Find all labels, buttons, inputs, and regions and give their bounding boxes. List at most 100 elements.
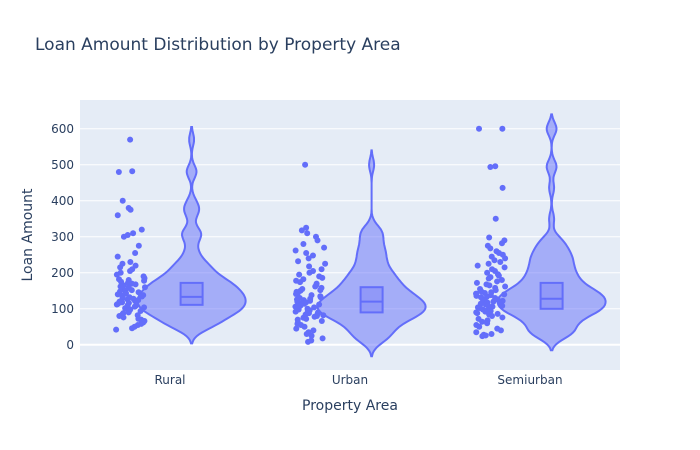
point-urban (301, 323, 308, 330)
point-rural (120, 233, 127, 240)
box-semiurban (539, 281, 564, 310)
point-urban (321, 244, 328, 251)
point-semiurban (486, 282, 493, 289)
point-urban (302, 161, 309, 168)
point-urban (314, 237, 321, 244)
point-semiurban (498, 277, 505, 283)
point-urban (300, 241, 307, 247)
point-urban (305, 255, 312, 262)
point-urban (306, 269, 313, 276)
point-urban (310, 327, 317, 334)
point-urban (317, 294, 324, 301)
point-rural (135, 242, 142, 249)
point-semiurban (492, 215, 499, 222)
y-axis-title: Loan Amount (20, 188, 36, 282)
point-rural (128, 287, 135, 294)
point-semiurban (491, 257, 498, 264)
point-urban (298, 227, 305, 234)
point-semiurban (501, 291, 508, 298)
point-semiurban (474, 310, 481, 317)
violin-urban (316, 149, 427, 358)
point-rural (114, 291, 121, 298)
point-semiurban (501, 264, 508, 271)
point-rural (125, 309, 132, 316)
point-semiurban (476, 323, 483, 330)
point-rural (138, 226, 145, 233)
chart-title: Loan Amount Distribution by Property Are… (35, 35, 401, 55)
point-rural (132, 281, 139, 288)
point-urban (309, 252, 316, 259)
point-rural (127, 268, 134, 274)
point-semiurban (492, 163, 499, 170)
point-semiurban (497, 259, 504, 265)
point-rural (137, 307, 144, 314)
point-urban (320, 312, 327, 319)
box-urban (359, 286, 384, 314)
point-semiurban (502, 283, 509, 290)
point-rural (120, 314, 127, 321)
point-semiurban (486, 234, 493, 241)
point-rural (135, 289, 142, 296)
point-semiurban (485, 275, 492, 282)
point-urban (295, 258, 302, 265)
point-semiurban (476, 125, 483, 132)
point-semiurban (499, 302, 506, 309)
point-semiurban (499, 314, 506, 321)
point-rural (113, 301, 120, 308)
point-urban (292, 308, 299, 315)
point-rural (127, 206, 134, 213)
point-rural (115, 169, 122, 175)
point-rural (129, 168, 136, 175)
point-urban (296, 271, 303, 278)
point-urban (316, 301, 323, 308)
point-semiurban (485, 260, 492, 267)
point-urban (293, 291, 300, 298)
y-tick-label: 600 (51, 122, 74, 136)
point-urban (303, 331, 310, 337)
point-semiurban (495, 272, 502, 279)
point-semiurban (479, 318, 486, 325)
y-tick-label: 200 (51, 266, 74, 280)
point-urban (304, 230, 311, 237)
point-urban (303, 250, 310, 256)
x-tick-label: Semiurban (497, 373, 562, 387)
violin-semiurban (496, 113, 607, 352)
x-tick-label: Urban (332, 373, 368, 387)
box-rural (179, 281, 204, 306)
point-urban (297, 279, 304, 286)
point-rural (119, 197, 126, 204)
point-semiurban (499, 184, 506, 191)
violin-rural (136, 126, 247, 345)
point-semiurban (474, 262, 481, 269)
data-points (113, 125, 509, 345)
y-tick-label: 0 (66, 338, 74, 352)
y-tick-label: 500 (51, 158, 74, 172)
point-semiurban (492, 287, 499, 294)
point-semiurban (487, 245, 494, 252)
y-tick-label: 300 (51, 230, 74, 244)
point-rural (114, 212, 121, 219)
point-urban (317, 287, 324, 294)
point-semiurban (473, 329, 480, 336)
point-rural (127, 136, 134, 143)
point-semiurban (498, 240, 505, 247)
point-urban (292, 247, 299, 254)
violins (136, 113, 607, 358)
point-urban (319, 274, 326, 281)
point-semiurban (497, 327, 504, 334)
point-urban (322, 260, 329, 267)
x-axis-title: Property Area (302, 398, 398, 414)
point-rural (141, 284, 148, 291)
point-semiurban (494, 310, 501, 317)
point-semiurban (488, 331, 495, 337)
point-semiurban (494, 278, 501, 285)
point-rural (131, 303, 138, 310)
point-urban (303, 315, 310, 322)
point-semiurban (502, 255, 509, 262)
point-semiurban (499, 125, 506, 132)
point-rural (127, 259, 134, 265)
point-rural (131, 297, 138, 304)
point-urban (311, 313, 318, 320)
point-semiurban (487, 163, 494, 170)
